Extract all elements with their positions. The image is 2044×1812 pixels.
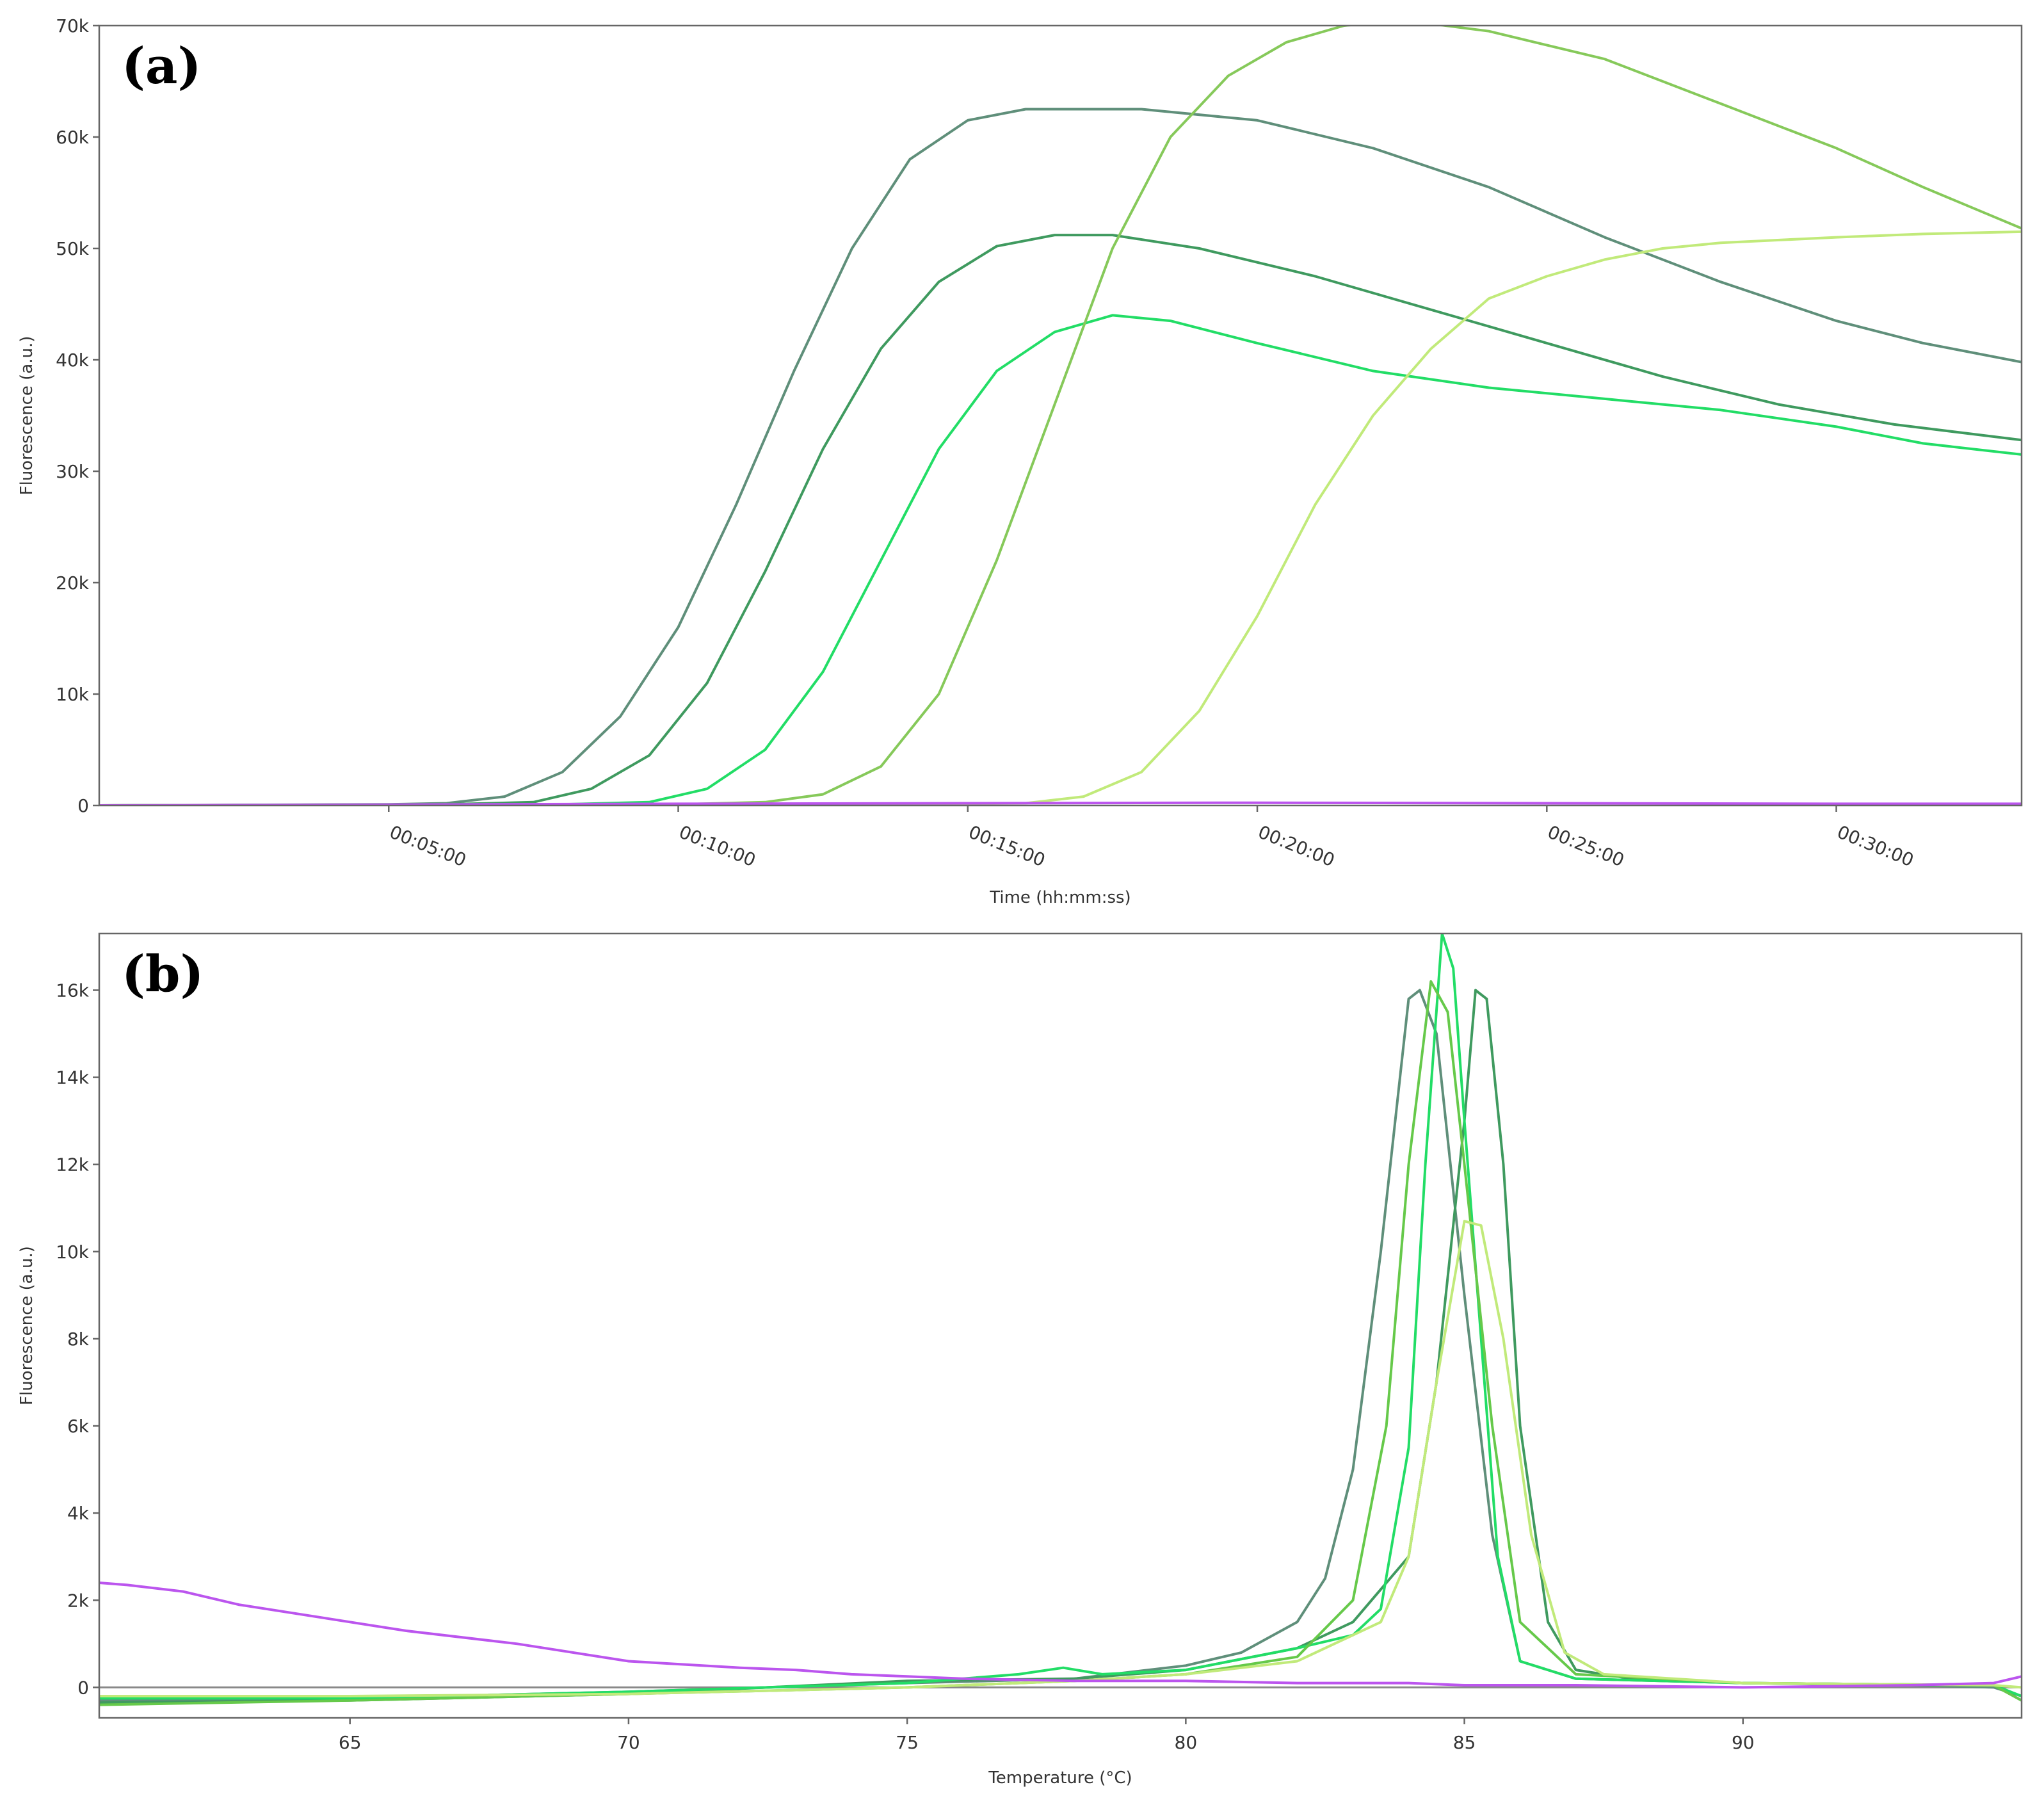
y-tick-label: 70k: [56, 15, 90, 36]
y-tick-label: 0: [77, 1677, 89, 1698]
series-line-6: [99, 801, 2022, 805]
y-tick-label: 10k: [56, 1242, 90, 1263]
x-axis-title: Time (hh:mm:ss): [989, 888, 1131, 907]
y-tick-label: 8k: [67, 1329, 90, 1350]
y-tick-label: 0: [77, 795, 89, 816]
series-line-5: [99, 1220, 2022, 1697]
plot-frame: [98, 932, 2023, 1719]
y-axis-title: Fluorescence (a.u.): [17, 1246, 36, 1405]
x-axis-title: Temperature (°C): [988, 1768, 1132, 1788]
series-line-5: [99, 230, 2022, 805]
y-tick-label: 30k: [56, 461, 90, 482]
y-tick-label: 60k: [56, 127, 90, 148]
panel-label: (a): [122, 37, 201, 95]
series-line-1: [99, 108, 2022, 805]
series-group: [99, 26, 2022, 805]
y-axis-title: Fluorescence (a.u.): [17, 336, 36, 496]
y-tick-label: 50k: [56, 238, 90, 259]
series-line-6: [99, 1581, 2022, 1689]
chart-panel-b: 0 2k 4k 6k 8k 10k 12k 14k 16k 65 70 75 80 85 90 Tempera…: [17, 932, 2023, 1788]
panel-label: (b): [122, 945, 204, 1003]
y-tick-label: 6k: [67, 1416, 90, 1437]
x-tick-label: 85: [1453, 1732, 1476, 1753]
x-tick-label: 90: [1732, 1732, 1755, 1753]
y-tick-label: 4k: [67, 1503, 90, 1524]
series-line-4: [99, 26, 2022, 805]
y-tick-label: 20k: [56, 572, 90, 594]
x-tick-label: 70: [617, 1732, 640, 1753]
y-tick-label: 10k: [56, 684, 90, 705]
y-tick-label: 14k: [56, 1067, 90, 1088]
y-tick-label: 12k: [56, 1154, 90, 1176]
series-line-2: [99, 234, 2022, 805]
x-tick-label: 80: [1175, 1732, 1198, 1753]
x-tick-label: 75: [896, 1732, 919, 1753]
y-tick-label: 2k: [67, 1590, 90, 1611]
y-tick-label: 16k: [56, 980, 90, 1001]
y-tick-label: 40k: [56, 350, 90, 371]
plot-frame: [98, 24, 2023, 807]
series-group: [99, 934, 2022, 1706]
x-tick-label: 65: [339, 1732, 362, 1753]
series-line-3: [99, 934, 2022, 1700]
